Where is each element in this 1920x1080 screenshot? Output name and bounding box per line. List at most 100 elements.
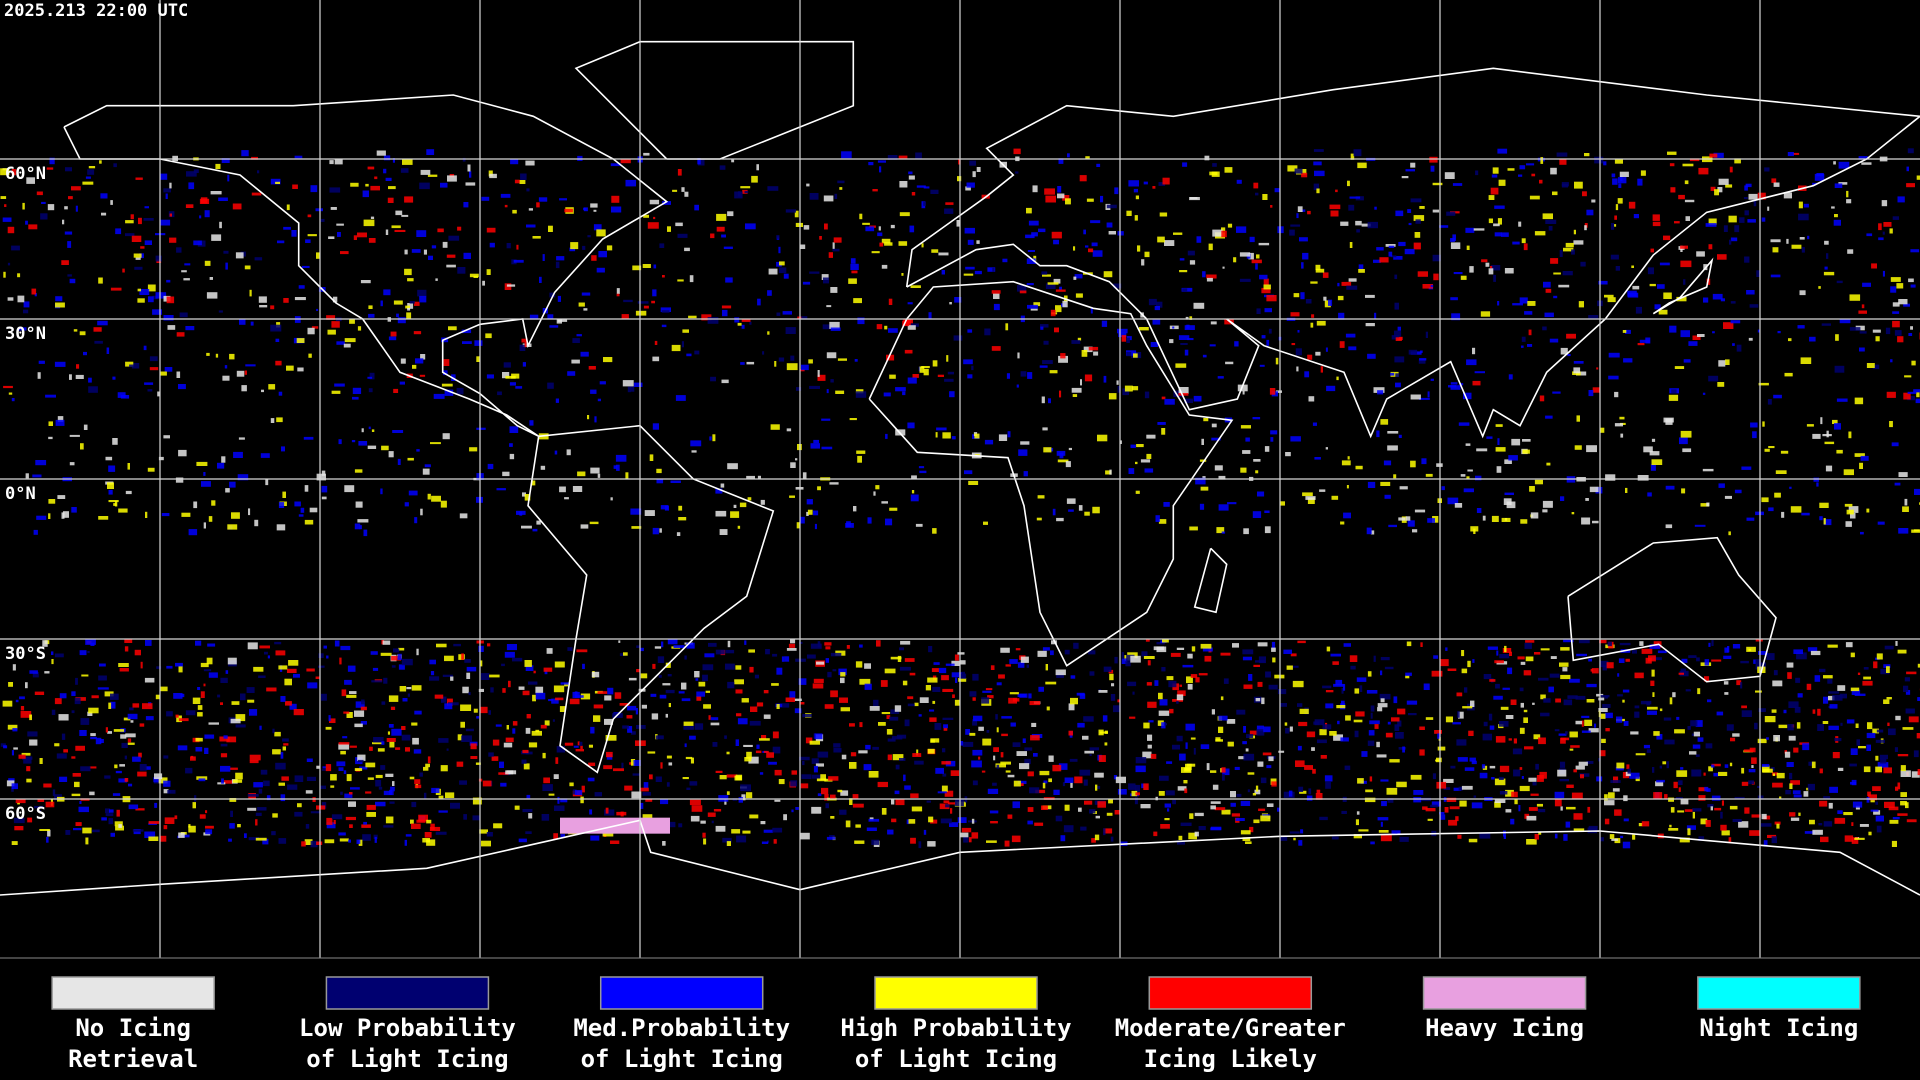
icing-pixel	[1567, 695, 1578, 699]
icing-pixel	[423, 766, 429, 771]
icing-pixel	[1600, 427, 1605, 433]
icing-pixel	[1573, 828, 1585, 831]
icing-pixel	[772, 746, 781, 754]
icing-pixel	[6, 780, 15, 787]
icing-pixel	[520, 173, 527, 180]
icing-pixel	[763, 714, 771, 719]
icing-pixel	[817, 486, 821, 491]
icing-pixel	[1312, 768, 1316, 774]
icing-pixel	[275, 181, 280, 184]
icing-pixel	[1626, 764, 1630, 770]
icing-pixel	[524, 660, 532, 667]
icing-pixel	[1095, 815, 1100, 819]
icing-pixel	[932, 700, 936, 704]
icing-pixel	[1211, 423, 1217, 428]
icing-pixel	[628, 677, 637, 681]
icing-pixel	[247, 793, 259, 797]
icing-pixel	[383, 677, 388, 684]
icing-pixel	[131, 235, 142, 242]
icing-pixel	[573, 745, 579, 748]
icing-pixel	[197, 712, 203, 717]
icing-pixel	[1142, 751, 1152, 759]
icing-pixel	[877, 232, 883, 237]
icing-pixel	[388, 724, 394, 728]
icing-pixel	[1798, 201, 1803, 209]
icing-pixel	[888, 328, 898, 333]
icing-pixel	[1900, 792, 1907, 797]
icing-pixel	[418, 814, 428, 822]
icing-pixel	[1077, 722, 1085, 728]
icing-pixel	[1307, 354, 1313, 360]
icing-pixel	[1373, 655, 1376, 662]
icing-pixel	[1160, 824, 1170, 829]
icing-pixel	[1388, 245, 1395, 248]
icing-pixel	[1650, 464, 1656, 471]
icing-pixel	[846, 645, 850, 649]
icing-pixel	[1202, 476, 1206, 479]
icing-pixel	[720, 483, 725, 488]
icing-pixel	[1275, 357, 1279, 365]
icing-pixel	[370, 651, 378, 655]
icing-pixel	[1019, 693, 1028, 698]
icing-pixel	[1902, 506, 1909, 512]
icing-pixel	[1472, 659, 1475, 663]
icing-pixel	[569, 698, 580, 705]
icing-pixel	[1195, 477, 1206, 485]
icing-pixel	[1764, 716, 1776, 723]
icing-pixel	[1494, 232, 1502, 237]
icing-pixel	[1604, 712, 1613, 719]
icing-pixel	[740, 362, 745, 365]
icing-pixel	[1643, 744, 1650, 749]
icing-pixel	[97, 320, 108, 326]
icing-pixel	[1193, 302, 1205, 309]
icing-pixel	[661, 641, 664, 648]
icing-pixel	[991, 346, 1001, 351]
icing-pixel	[1680, 245, 1683, 252]
icing-pixel	[557, 295, 561, 302]
icing-pixel	[282, 491, 286, 498]
icing-pixel	[1380, 657, 1390, 661]
icing-pixel	[1560, 737, 1566, 744]
icing-pixel	[776, 667, 783, 675]
icing-pixel	[879, 166, 882, 173]
icing-pixel	[915, 152, 922, 159]
icing-pixel	[13, 747, 18, 750]
icing-pixel	[1618, 658, 1625, 663]
icing-pixel	[986, 730, 990, 733]
legend-label: Heavy Icing	[1425, 1014, 1584, 1042]
icing-pixel	[543, 777, 550, 784]
icing-pixel	[1224, 167, 1233, 173]
icing-pixel	[1588, 728, 1599, 733]
icing-pixel	[816, 661, 825, 665]
icing-pixel	[1393, 696, 1398, 704]
icing-pixel	[930, 739, 935, 743]
icing-pixel	[20, 711, 32, 718]
icing-pixel	[1519, 165, 1526, 170]
icing-pixel	[1169, 339, 1174, 344]
icing-pixel	[1172, 326, 1175, 329]
icing-pixel	[1356, 229, 1360, 233]
icing-pixel	[604, 718, 613, 725]
icing-pixel	[148, 836, 159, 841]
icing-pixel	[163, 315, 174, 321]
icing-pixel	[1656, 734, 1663, 740]
icing-pixel	[1264, 308, 1272, 313]
icing-pixel	[1313, 183, 1319, 191]
icing-pixel	[1867, 791, 1871, 797]
icing-pixel	[1648, 655, 1656, 662]
icing-pixel	[1300, 829, 1304, 834]
icing-pixel	[817, 751, 829, 758]
icing-pixel	[555, 261, 560, 269]
icing-pixel	[1860, 531, 1864, 535]
icing-pixel	[799, 702, 805, 705]
icing-pixel	[1810, 650, 1821, 656]
icing-pixel	[1723, 322, 1734, 329]
icing-pixel	[1659, 708, 1663, 712]
icing-pixel	[744, 190, 749, 194]
icing-pixel	[1315, 268, 1325, 273]
icing-pixel	[1159, 775, 1169, 781]
icing-pixel	[633, 382, 643, 387]
icing-pixel	[806, 511, 809, 516]
icing-pixel	[933, 662, 940, 665]
icing-pixel	[678, 517, 687, 521]
